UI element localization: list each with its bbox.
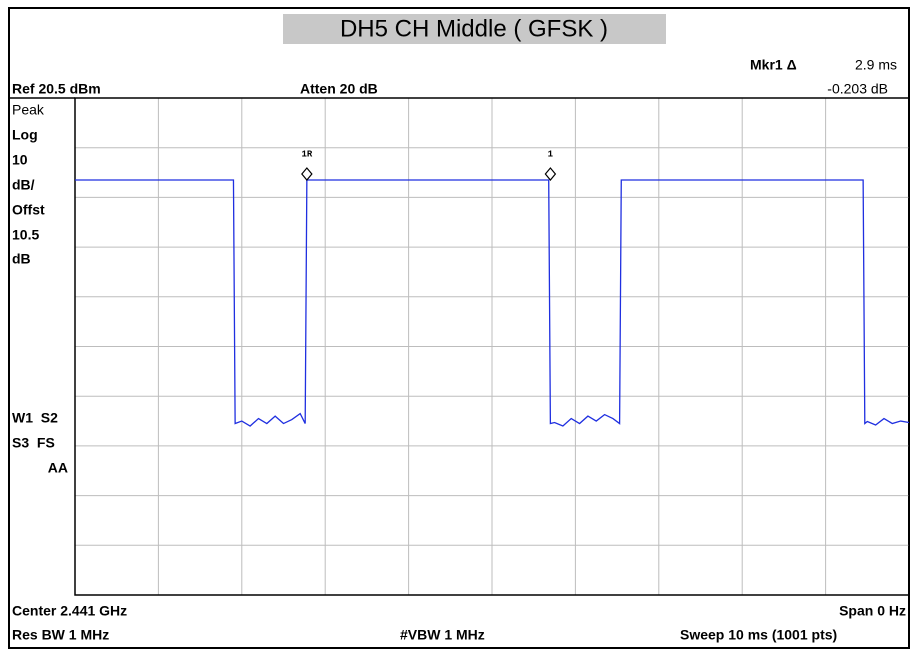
marker-y: -0.203 dB bbox=[827, 81, 888, 97]
marker bbox=[301, 167, 313, 181]
chart-title: DH5 CH Middle ( GFSK ) bbox=[340, 15, 608, 42]
rbw: Res BW 1 MHz bbox=[12, 627, 109, 643]
atten: Atten 20 dB bbox=[300, 81, 378, 97]
side-label: Peak bbox=[12, 102, 45, 118]
side-label: S3 FS bbox=[12, 435, 55, 451]
side-label: 10.5 bbox=[12, 227, 39, 243]
side-label: W1 S2 bbox=[12, 410, 58, 426]
span: Span 0 Hz bbox=[839, 603, 906, 619]
marker-x: 2.9 ms bbox=[855, 57, 897, 73]
center-freq: Center 2.441 GHz bbox=[12, 603, 127, 619]
screen-frame bbox=[8, 7, 910, 649]
side-label: 10 bbox=[12, 152, 28, 168]
sweep: Sweep 10 ms (1001 pts) bbox=[680, 627, 837, 643]
side-label: Log bbox=[12, 127, 38, 143]
marker-label: 1 bbox=[548, 149, 554, 159]
plot-frame bbox=[74, 97, 910, 596]
marker-label: 1R bbox=[301, 149, 312, 159]
ref-level: Ref 20.5 dBm bbox=[12, 81, 101, 97]
trace bbox=[75, 179, 910, 427]
marker bbox=[544, 167, 557, 181]
side-label: dB bbox=[12, 251, 31, 267]
title-box bbox=[283, 14, 666, 44]
marker-readout: Mkr1 Δ bbox=[750, 57, 797, 73]
vbw: #VBW 1 MHz bbox=[400, 627, 485, 643]
side-label: AA bbox=[48, 460, 68, 476]
side-label: dB/ bbox=[12, 177, 35, 193]
side-label: Offst bbox=[12, 202, 45, 218]
